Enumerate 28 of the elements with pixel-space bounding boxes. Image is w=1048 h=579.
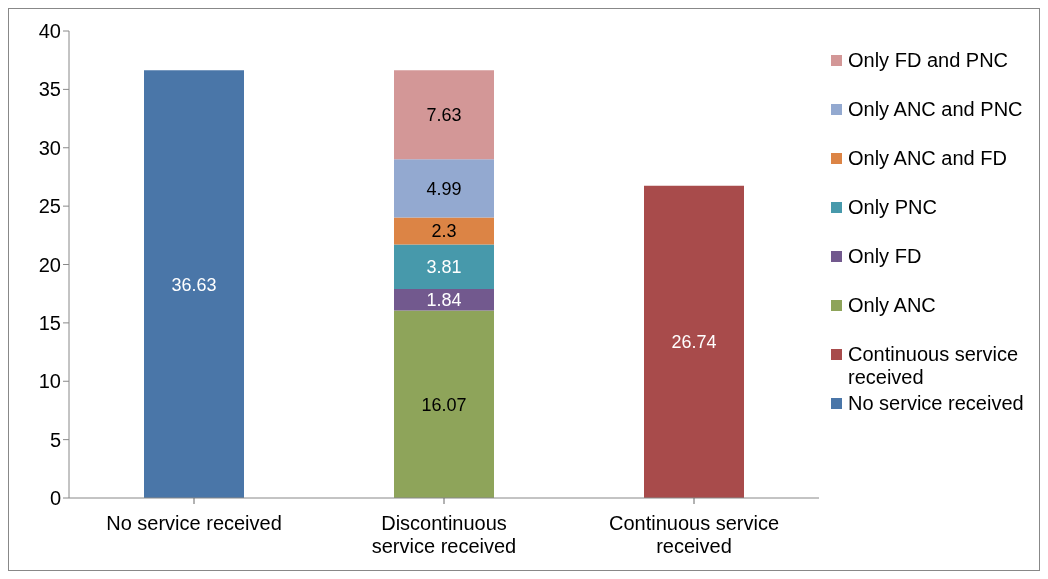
y-tick-label: 10 <box>38 370 61 393</box>
legend-label: Only ANC <box>848 294 936 317</box>
data-label: 36.63 <box>171 274 217 295</box>
legend-label: Only ANC and FD <box>848 147 1007 170</box>
legend-label: No service received <box>848 392 1024 415</box>
data-label: 4.99 <box>426 178 462 199</box>
y-tick-label: 0 <box>49 487 61 510</box>
data-label: 7.63 <box>426 105 462 126</box>
x-tick-label: Discontinuous service received <box>371 512 517 557</box>
y-tick-label: 35 <box>38 78 61 101</box>
y-tick-label: 20 <box>38 253 61 276</box>
y-tick-label: 40 <box>38 20 61 43</box>
y-tick-label: 5 <box>49 428 61 451</box>
data-label: 16.07 <box>421 394 467 415</box>
y-tick-label: 15 <box>38 311 61 334</box>
legend-label: Only FD <box>848 245 922 268</box>
x-tick-label: No service received <box>106 512 282 534</box>
legend-label: Only ANC and PNC <box>848 98 1023 121</box>
legend-label: Only PNC <box>848 196 937 219</box>
data-label: 1.84 <box>426 290 462 311</box>
y-tick-label: 25 <box>38 195 61 218</box>
data-label: 3.81 <box>426 257 462 278</box>
y-tick-label: 30 <box>38 136 61 159</box>
x-tick-label: Continuous service received <box>608 512 780 557</box>
data-label: 2.3 <box>431 221 457 242</box>
legend-label: Only FD and PNC <box>848 49 1009 72</box>
data-label: 26.74 <box>671 332 717 353</box>
legend-label: Continuous service received <box>848 343 1020 389</box>
